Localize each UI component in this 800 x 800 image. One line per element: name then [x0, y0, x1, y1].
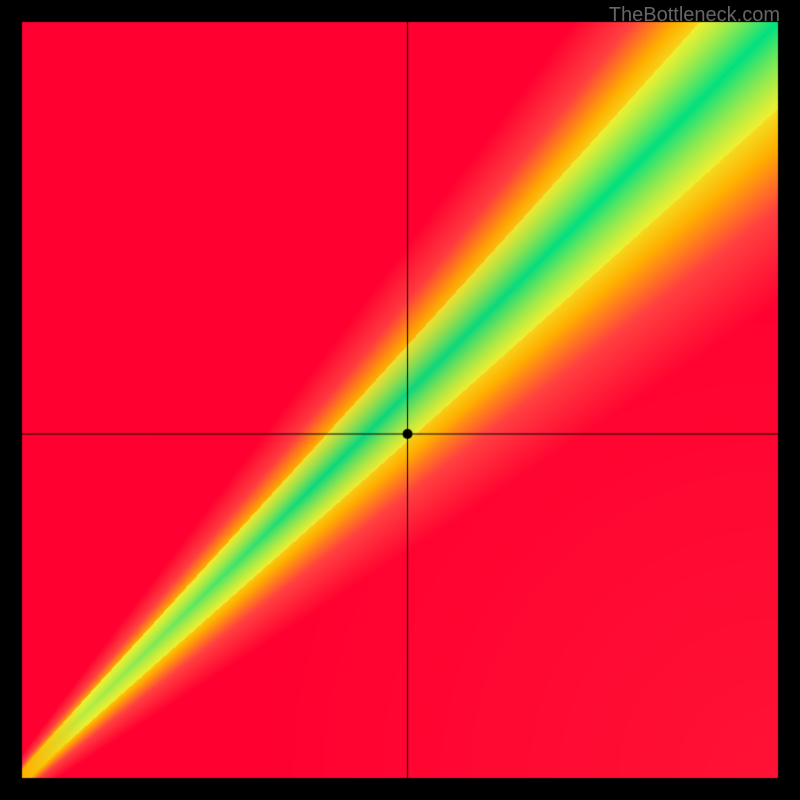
- watermark-text: TheBottleneck.com: [609, 4, 780, 27]
- bottleneck-heatmap: [0, 0, 800, 800]
